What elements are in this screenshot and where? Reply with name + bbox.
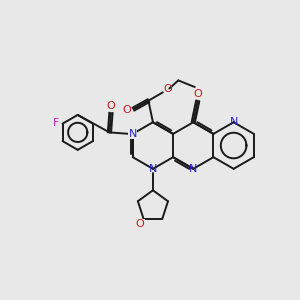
Text: F: F bbox=[53, 118, 59, 128]
Text: O: O bbox=[136, 219, 144, 229]
Text: O: O bbox=[123, 105, 131, 115]
Text: N: N bbox=[189, 164, 197, 174]
Text: N: N bbox=[129, 129, 137, 139]
Text: O: O bbox=[106, 101, 115, 111]
Text: O: O bbox=[163, 84, 172, 94]
Text: N: N bbox=[149, 164, 157, 174]
Text: N: N bbox=[230, 117, 238, 127]
Text: O: O bbox=[194, 89, 202, 99]
